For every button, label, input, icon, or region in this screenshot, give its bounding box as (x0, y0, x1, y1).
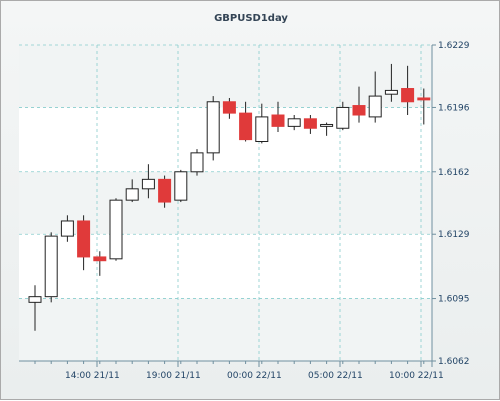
candle-body-up (60, 220, 74, 237)
candle-body-up (255, 116, 269, 143)
candle (384, 63, 398, 102)
candle-body-down (239, 112, 253, 141)
candle-body-up (141, 178, 155, 190)
candle-body-up (190, 152, 204, 173)
candle (255, 103, 269, 144)
y-tick-label: 1.6196 (438, 103, 470, 113)
candle-body-down (417, 97, 431, 101)
candle (320, 122, 334, 136)
candle (190, 149, 204, 176)
candle (44, 232, 58, 303)
candle (93, 251, 107, 276)
candle (239, 101, 253, 142)
x-tick-label: 19:00 21/11 (146, 371, 201, 381)
candle-body-down (93, 256, 107, 262)
candle-body-up (320, 123, 334, 127)
x-tick-label: 00:00 22/11 (227, 371, 282, 381)
candle-body-up (287, 118, 301, 127)
candle-body-down (158, 178, 172, 203)
candle-body-down (222, 101, 236, 114)
y-tick-label: 1.6062 (438, 357, 470, 367)
candle (368, 71, 382, 123)
candle-body-up (125, 188, 139, 201)
chart-title: GBPUSD1day (214, 13, 288, 24)
x-tick-label: 10:00 22/11 (389, 371, 444, 381)
candle-body-down (303, 118, 317, 129)
candle-body-down (271, 114, 285, 127)
candle-body-up (28, 296, 42, 303)
candle (174, 169, 188, 203)
candle (303, 115, 317, 134)
y-tick-label: 1.6095 (438, 295, 470, 305)
candle (125, 179, 139, 203)
candle-body-up (368, 95, 382, 118)
candle-body-up (109, 199, 123, 260)
plot-band (19, 45, 432, 108)
candle (222, 97, 236, 119)
y-tick-label: 1.6229 (438, 41, 470, 51)
candle (60, 215, 74, 242)
candle (158, 175, 172, 208)
candle (417, 88, 431, 125)
x-tick-label: 05:00 22/11 (308, 371, 363, 381)
candle (287, 115, 301, 131)
candle-body-down (352, 105, 366, 116)
candle (271, 101, 285, 133)
y-tick-label: 1.6129 (438, 230, 470, 240)
candle-body-up (336, 106, 350, 129)
candle-body-up (44, 235, 58, 298)
candle-body-up (384, 89, 398, 95)
candle (28, 285, 42, 331)
candle-body-up (206, 101, 220, 154)
candle (141, 164, 155, 199)
candle (352, 86, 366, 123)
candle-body-down (401, 88, 415, 103)
candle (109, 198, 123, 261)
plot-band (19, 298, 432, 361)
candle (77, 215, 91, 271)
plot-band (19, 107, 432, 172)
y-tick-label: 1.6162 (438, 168, 470, 178)
candle (401, 65, 415, 116)
candle-body-up (174, 171, 188, 201)
candle (206, 96, 220, 161)
x-tick-label: 14:00 21/11 (65, 371, 120, 381)
candle (336, 101, 350, 131)
candle-body-down (77, 220, 91, 258)
